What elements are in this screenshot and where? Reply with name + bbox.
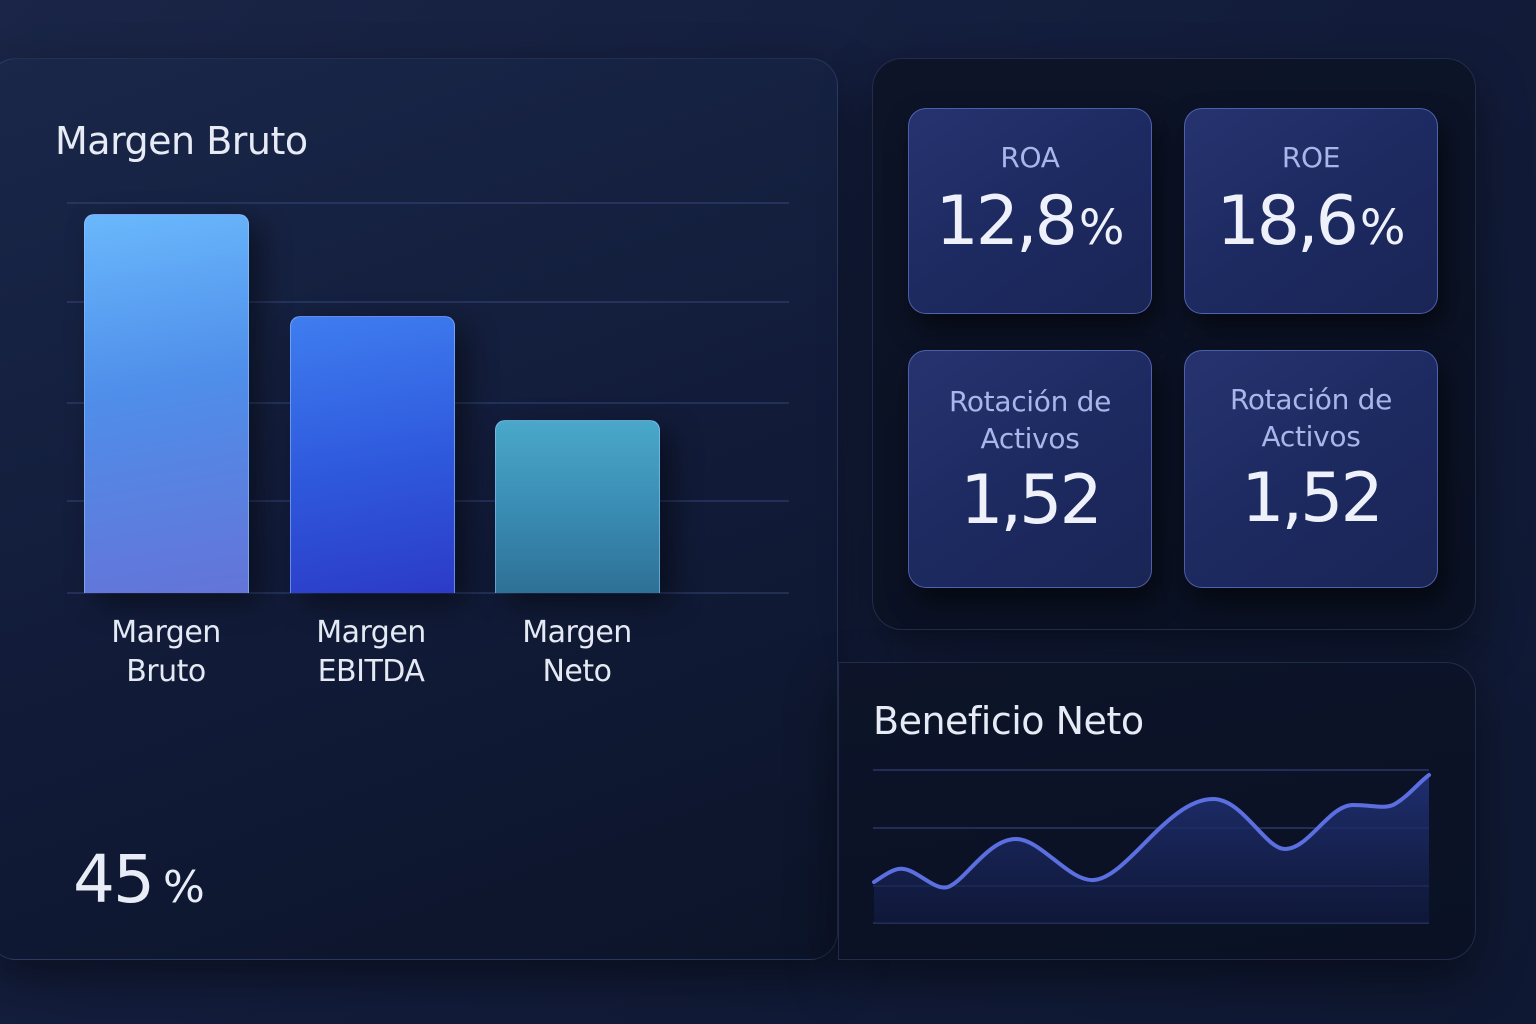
gross-margin-unit: % [162, 862, 205, 913]
kpi-card-asset-turnover-1[interactable]: Rotación de Activos 1,52 [908, 350, 1152, 588]
net-profit-title: Beneficio Neto [873, 699, 1144, 743]
bar-label-line: Margen [316, 615, 426, 650]
bar-label-margen-ebitda: Margen EBITDA [271, 613, 471, 691]
kpi-label-line2: Activos [1261, 420, 1361, 453]
kpi-label: Rotación de [1229, 383, 1393, 416]
gross-margin-number: 45 [73, 841, 155, 918]
kpi-card-asset-turnover-2[interactable]: Rotación de Activos 1,52 [1184, 350, 1438, 588]
kpi-label: ROE [1281, 141, 1341, 174]
kpi-value: 18,6% [1185, 182, 1437, 261]
net-profit-panel: Beneficio Neto [838, 662, 1476, 960]
bar-margen-bruto[interactable] [84, 214, 249, 593]
kpi-label: ROA [1000, 141, 1060, 174]
kpi-card-roe[interactable]: ROE 18,6% [1184, 108, 1438, 314]
net-profit-area [874, 775, 1429, 923]
kpi-panel: ROA 12,8% ROE 18,6% Rotación de Activos … [872, 58, 1476, 630]
bar-label-line: EBITDA [317, 654, 425, 689]
kpi-value: 1,52 [909, 461, 1151, 540]
bar-label-line: Bruto [126, 654, 206, 689]
kpi-number: 12,8 [935, 182, 1077, 261]
gridline [67, 202, 789, 204]
chart-baseline [67, 592, 789, 594]
net-profit-line [872, 773, 1431, 890]
kpi-label: Rotación de [948, 385, 1112, 418]
bar-label-margen-neto: Margen Neto [477, 613, 677, 691]
bar-margen-ebitda[interactable] [290, 316, 455, 593]
bar-margen-neto[interactable] [495, 420, 660, 593]
kpi-unit: % [1359, 200, 1406, 256]
gross-margin-value: 45% [73, 841, 205, 918]
bar-label-line: Margen [522, 615, 632, 650]
kpi-unit: % [1078, 200, 1125, 256]
kpi-number: 18,6 [1216, 182, 1358, 261]
kpi-number: 1,52 [960, 461, 1102, 540]
kpi-value: 1,52 [1185, 459, 1437, 538]
net-profit-line-chart[interactable] [872, 769, 1433, 929]
kpi-value: 12,8% [909, 182, 1151, 261]
margin-chart-panel: Margen Bruto Margen Bruto Margen EBITDA … [0, 58, 838, 960]
kpi-label-line2: Activos [980, 422, 1080, 455]
kpi-card-roa[interactable]: ROA 12,8% [908, 108, 1152, 314]
gridline [67, 301, 789, 303]
kpi-number: 1,52 [1241, 459, 1383, 538]
bar-label-line: Neto [542, 654, 612, 689]
margin-chart-title: Margen Bruto [55, 119, 308, 163]
bar-label-line: Margen [111, 615, 221, 650]
bar-label-margen-bruto: Margen Bruto [66, 613, 266, 691]
